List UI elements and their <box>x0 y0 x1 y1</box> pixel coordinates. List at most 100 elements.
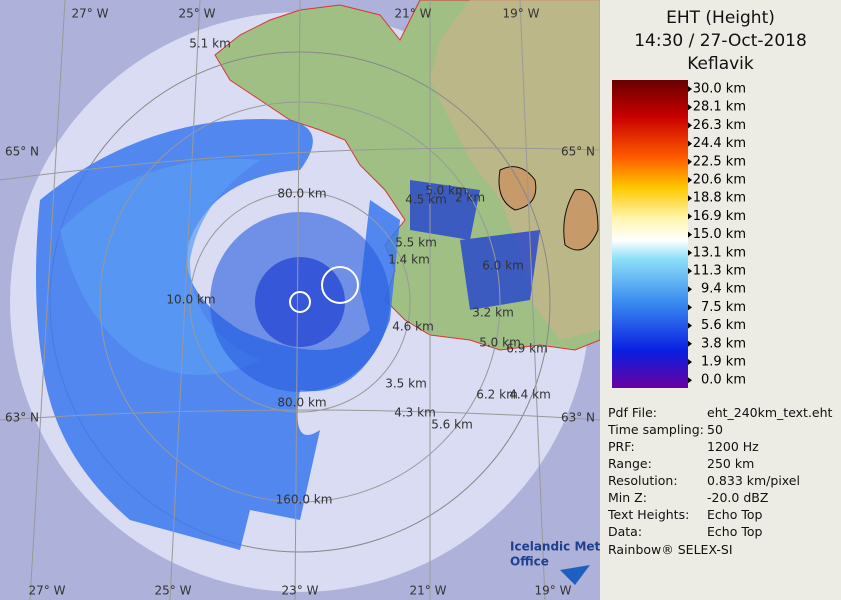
scale-label: 18.8 km <box>693 191 746 206</box>
range-label: 80.0 km <box>277 396 326 410</box>
longitude-label: 27° W <box>72 7 109 21</box>
tick-arrow <box>688 195 692 202</box>
echo-top-label: 6.2 km <box>476 388 518 402</box>
range-label: 80.0 km <box>277 187 326 201</box>
info-label: PRF: <box>608 439 635 454</box>
echo-top-label: 6.0 km <box>482 259 524 273</box>
echo-top-label: 1.4 km <box>388 253 430 267</box>
tick-arrow <box>688 86 692 92</box>
longitude-label: 19° W <box>535 584 572 598</box>
tick-arrow <box>688 249 692 256</box>
longitude-label: 25° W <box>155 584 192 598</box>
echo-top-label: 2 km <box>455 191 485 205</box>
tick-arrow <box>688 122 692 129</box>
scale-label: 24.4 km <box>693 136 746 151</box>
info-footer: Rainbow® SELEX-SI <box>608 542 733 557</box>
scale-label: 22.5 km <box>693 154 746 169</box>
longitude-label: 21° W <box>395 7 432 21</box>
scale-label: 26.3 km <box>693 118 746 133</box>
logo-text: Office <box>510 555 549 569</box>
scale-label: 16.9 km <box>693 209 746 224</box>
logo: Icelandic Met Office <box>510 540 600 585</box>
info-value: 50 <box>707 422 723 437</box>
radar-site <box>321 266 359 304</box>
tick-arrow <box>688 322 692 329</box>
longitude-label: 19° W <box>503 7 540 21</box>
info-value: eht_240km_text.eht <box>707 405 833 420</box>
info-label: Pdf File: <box>608 405 657 420</box>
scale-label: 20.6 km <box>693 173 746 188</box>
title: EHT (Height) <box>666 8 775 28</box>
latitude-label: 65° N <box>5 145 39 159</box>
range-label: 160.0 km <box>276 493 333 507</box>
info-value: 250 km <box>707 456 755 471</box>
timestamp: 14:30 / 27-Oct-2018 <box>634 31 807 51</box>
scale-label: 13.1 km <box>693 245 746 260</box>
echo-top-label: 4.4 km <box>509 388 551 402</box>
tick-arrow <box>688 213 692 220</box>
logo-text: Icelandic Met <box>510 540 600 554</box>
info-label: Min Z: <box>608 490 647 505</box>
info-label: Data: <box>608 524 643 539</box>
info-label: Range: <box>608 456 652 471</box>
echo-area <box>60 158 260 375</box>
latitude-label: 65° N <box>561 145 595 159</box>
tick-arrow <box>688 231 692 238</box>
echo-top-label: 3.2 km <box>472 306 514 320</box>
info-value: 0.833 km/pixel <box>707 473 800 488</box>
info-label: Text Heights: <box>608 507 690 522</box>
echo-top-label: 4.5 km <box>405 193 447 207</box>
longitude-label: 21° W <box>410 584 447 598</box>
scale-label: 1.9 km <box>701 355 746 370</box>
echo-area <box>410 180 540 310</box>
echo-top-label: 5.0 km <box>479 336 521 350</box>
echo-top-label: 4.3 km <box>394 406 436 420</box>
echo-top-label: 6.9 km <box>506 342 548 356</box>
tick-arrow <box>688 140 692 147</box>
scale-label: 7.5 km <box>701 300 746 315</box>
info-label: Resolution: <box>608 473 678 488</box>
longitude-label: 25° W <box>179 7 216 21</box>
info-value: Echo Top <box>707 524 763 539</box>
tick-arrow <box>688 340 692 347</box>
radar-map: Icelandic Met Office 27° W 25° W 21° W 19° … <box>0 0 600 600</box>
scale-label: 30.0 km <box>693 82 746 97</box>
scale-label: 11.3 km <box>693 264 746 279</box>
info-value: 1200 Hz <box>707 439 759 454</box>
info-value: Echo Top <box>707 507 763 522</box>
graticule <box>0 0 600 600</box>
scale-label: 15.0 km <box>693 227 746 242</box>
scale-label: 5.6 km <box>701 318 746 333</box>
color-bar <box>612 80 688 388</box>
longitude-label: 27° W <box>29 584 66 598</box>
scale-label: 3.8 km <box>701 336 746 351</box>
echo-top-label: 4.6 km <box>392 320 434 334</box>
longitude-label: 23° W <box>282 584 319 598</box>
tick-arrow <box>688 304 692 311</box>
echo-area <box>255 257 345 347</box>
echo-top-label: 10.0 km <box>166 293 215 307</box>
tick-arrow <box>688 359 692 365</box>
echo-top-label: 5.0 km <box>425 184 467 198</box>
tick-arrow <box>688 286 692 293</box>
latitude-label: 63° N <box>5 411 39 425</box>
echo-top-label: 5.5 km <box>395 236 437 250</box>
echo-top-label: 5.1 km <box>189 37 231 51</box>
tick-arrow <box>688 268 692 274</box>
tick-arrow <box>688 177 692 183</box>
tick-arrow <box>688 158 692 165</box>
side-panel: EHT (Height) 14:30 / 27-Oct-2018 Keflavi… <box>600 0 841 600</box>
glacier <box>498 166 599 251</box>
color-scale: 30.0 km 28.1 km 26.3 km 24.4 km 22.5 km 20.6 … <box>612 80 746 388</box>
echo-top-label: 3.5 km <box>385 377 427 391</box>
scale-label: 0.0 km <box>701 373 746 388</box>
tick-arrow <box>688 377 692 384</box>
info-label: Time sampling: <box>608 422 704 437</box>
scale-label: 9.4 km <box>701 282 746 297</box>
scale-label: 28.1 km <box>693 100 746 115</box>
site-name: Keflavik <box>687 54 754 74</box>
echo-top-label: 5.6 km <box>431 418 473 432</box>
tick-arrow <box>688 104 692 111</box>
latitude-label: 63° N <box>561 411 595 425</box>
